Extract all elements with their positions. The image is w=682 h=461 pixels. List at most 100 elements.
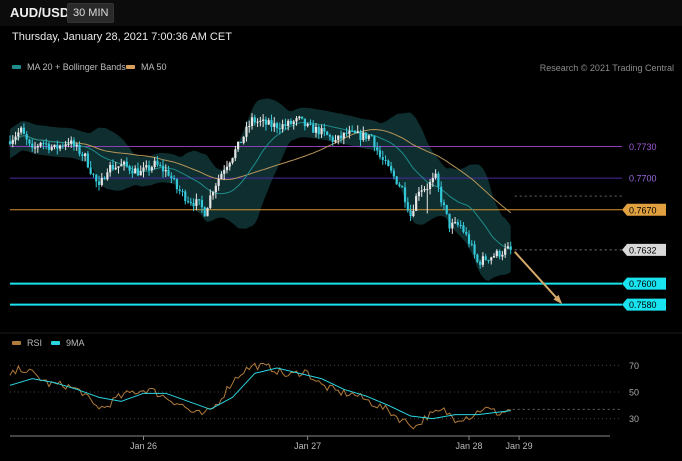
candle-body xyxy=(284,124,287,126)
instrument-label: AUD/USD xyxy=(10,5,70,20)
candle-body xyxy=(426,188,429,190)
level-label-1: 0.7700 xyxy=(629,174,657,184)
candle-body xyxy=(401,186,404,188)
candle-body xyxy=(117,166,120,168)
candle-body xyxy=(495,250,498,257)
candle-body xyxy=(470,243,473,245)
candle-body xyxy=(120,164,123,167)
candle-body xyxy=(109,164,112,173)
candle-body xyxy=(114,167,117,170)
level-tag-label-4: 0.7600 xyxy=(629,279,657,289)
candle-body xyxy=(103,177,106,180)
candle-body xyxy=(209,195,212,208)
candle-body xyxy=(217,178,220,186)
candle-body xyxy=(198,199,201,201)
candle-body xyxy=(442,202,446,206)
candle-body xyxy=(314,126,318,133)
legend-ma20: MA 20 + Bollinger Bands xyxy=(12,62,126,72)
candle-body xyxy=(89,167,92,174)
candle-body xyxy=(270,120,273,127)
candle-body xyxy=(370,135,373,137)
candle-body xyxy=(150,167,153,171)
candle-body xyxy=(275,123,279,129)
rsi-tick-label: 50 xyxy=(629,388,639,398)
candle-body xyxy=(245,126,248,137)
candle-body xyxy=(337,135,340,141)
candle-body xyxy=(192,203,195,206)
candle-body xyxy=(39,142,42,146)
candle-body xyxy=(78,144,81,155)
candle-body xyxy=(97,181,101,186)
candle-body xyxy=(167,169,170,176)
projection-arrow-head xyxy=(553,294,563,305)
candle-body xyxy=(323,128,326,132)
candle-body xyxy=(281,124,284,130)
candle-body xyxy=(490,257,493,261)
candle-body xyxy=(434,173,437,178)
candle-body xyxy=(334,140,337,142)
level-tag-4 xyxy=(622,277,666,290)
candle-body xyxy=(50,147,53,150)
candle-body xyxy=(100,177,103,186)
candle-body xyxy=(200,200,204,208)
candle-body xyxy=(33,147,37,149)
candle-body xyxy=(326,131,329,136)
candle-body xyxy=(465,231,468,235)
candle-body xyxy=(356,131,359,134)
candle-body xyxy=(378,150,382,157)
copyright-note: Research © 2021 Trading Central xyxy=(539,63,674,73)
candle-body xyxy=(403,187,407,203)
candle-body xyxy=(225,166,229,171)
candle-body xyxy=(8,141,12,144)
level-label-0: 0.7730 xyxy=(629,142,657,152)
candle-body xyxy=(437,173,440,187)
candle-body xyxy=(395,176,398,185)
candle-body xyxy=(273,123,276,127)
candle-body xyxy=(203,207,206,217)
level-tag-label-2: 0.7670 xyxy=(629,205,657,215)
legend-ma20-swatch xyxy=(12,65,21,69)
candle-body xyxy=(134,168,137,174)
candle-body xyxy=(173,178,176,180)
candle-body xyxy=(253,117,256,123)
ma20-line xyxy=(9,121,511,250)
candle-body xyxy=(159,164,162,166)
candle-body xyxy=(373,136,376,148)
rsi-tick-label: 30 xyxy=(629,414,639,424)
candle-body xyxy=(415,196,418,211)
candle-body xyxy=(362,132,365,140)
candle-body xyxy=(484,256,487,260)
candle-body xyxy=(186,201,190,203)
candle-body xyxy=(417,191,421,197)
candle-body xyxy=(84,153,87,157)
candle-body xyxy=(342,132,345,139)
x-axis-tick-label: Jan 27 xyxy=(294,441,321,451)
candle-body xyxy=(453,222,457,224)
candle-body xyxy=(125,161,128,167)
candle-body xyxy=(139,171,142,176)
candle-body xyxy=(153,160,156,168)
candle-body xyxy=(506,246,510,249)
rsi-tick-label: 70 xyxy=(629,361,639,371)
candle-body xyxy=(473,244,476,255)
candle-body xyxy=(339,135,343,139)
timeframe-button[interactable]: 30 MIN xyxy=(67,3,115,23)
candle-body xyxy=(53,144,56,148)
legend-rsi: RSI xyxy=(12,338,42,348)
projection-arrow xyxy=(513,251,562,304)
candle-body xyxy=(147,165,151,171)
candle-body xyxy=(223,170,226,174)
candle-body xyxy=(509,246,512,250)
candle-body xyxy=(409,210,412,216)
candle-body xyxy=(14,136,17,140)
candle-body xyxy=(131,170,134,174)
candle-body xyxy=(156,160,159,165)
candle-body xyxy=(459,224,462,226)
candle-body xyxy=(184,191,187,202)
legend-9ma: 9MA xyxy=(51,338,85,348)
candle-body xyxy=(170,175,173,179)
candle-body xyxy=(234,149,237,159)
candle-body xyxy=(28,139,31,144)
candle-body xyxy=(75,144,78,147)
